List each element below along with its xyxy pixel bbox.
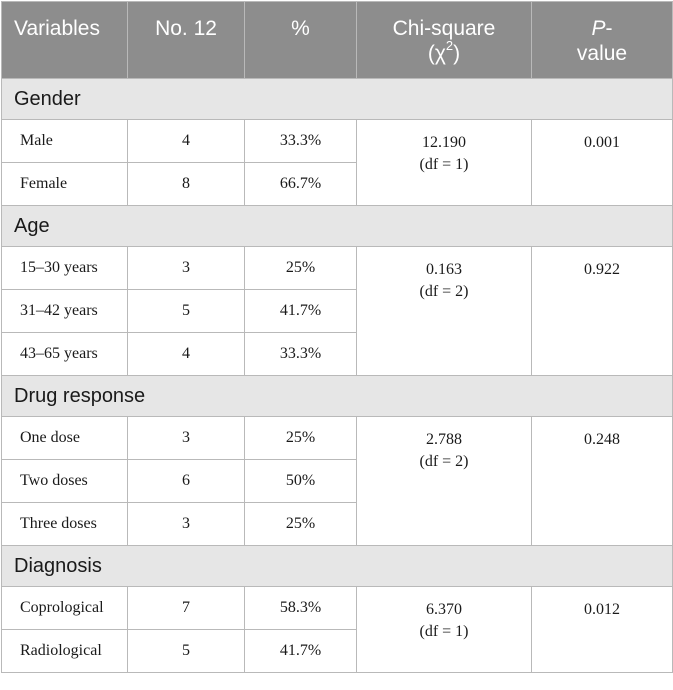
header-chi-close: )	[453, 42, 461, 65]
row-percent: 25%	[244, 246, 357, 290]
table-row: One dose 3 25% 2.788 (df = 2) 0.248	[1, 416, 673, 546]
row-label: Coprological	[1, 586, 128, 630]
section-header-row: Gender	[1, 78, 673, 120]
chi-square-value: 2.788	[426, 431, 462, 448]
row-percent: 33.3%	[244, 332, 357, 376]
row-percent: 50%	[244, 459, 357, 503]
table-row: Female 8 66.7%	[1, 162, 673, 206]
row-count: 5	[127, 629, 245, 673]
section-title: Age	[1, 205, 673, 247]
p-value-cell: 0.922	[531, 246, 673, 376]
degrees-of-freedom: (df = 2)	[419, 453, 469, 470]
chi-square-value: 12.190	[422, 134, 466, 151]
row-percent: 33.3%	[244, 119, 357, 163]
row-label: Radiological	[1, 629, 128, 673]
row-label: Three doses	[1, 502, 128, 546]
header-chi-square: Chi-square (χ2)	[356, 1, 532, 79]
row-count: 3	[127, 416, 245, 460]
table-row: Radiological 5 41.7%	[1, 629, 673, 673]
row-count: 3	[127, 246, 245, 290]
section-header-row: Diagnosis	[1, 545, 673, 587]
row-percent: 58.3%	[244, 586, 357, 630]
row-count: 4	[127, 332, 245, 376]
row-count: 3	[127, 502, 245, 546]
p-value-cell: 0.001	[531, 119, 673, 206]
header-p-dash: -	[605, 17, 613, 40]
row-percent: 41.7%	[244, 289, 357, 333]
degrees-of-freedom: (df = 2)	[419, 283, 469, 300]
row-label: Female	[1, 162, 128, 206]
row-count: 6	[127, 459, 245, 503]
statistics-table: Variables No. 12 % Chi-square (χ2) P- va…	[1, 1, 673, 673]
header-p-letter: P	[591, 17, 606, 40]
section-header-row: Drug response	[1, 375, 673, 417]
degrees-of-freedom: (df = 1)	[419, 156, 469, 173]
chi-square-cell: 0.163 (df = 2)	[356, 246, 532, 376]
chi-square-cell: 6.370 (df = 1)	[356, 586, 532, 673]
row-label: 31–42 years	[1, 289, 128, 333]
chi-square-value: 0.163	[426, 261, 462, 278]
row-percent: 25%	[244, 502, 357, 546]
header-chi-open: (χ	[427, 42, 446, 65]
row-count: 5	[127, 289, 245, 333]
header-p-line2: value	[576, 42, 628, 65]
chi-square-value: 6.370	[426, 601, 462, 618]
row-label: 15–30 years	[1, 246, 128, 290]
header-chi-sup: 2	[445, 38, 454, 53]
table-row: Coprological 7 58.3% 6.370 (df = 1) 0.012	[1, 586, 673, 673]
section-header-row: Age	[1, 205, 673, 247]
row-count: 4	[127, 119, 245, 163]
header-variables: Variables	[1, 1, 128, 79]
row-label: Male	[1, 119, 128, 163]
table-row: Male 4 33.3% 12.190 (df = 1) 0.001	[1, 119, 673, 206]
row-percent: 41.7%	[244, 629, 357, 673]
header-chi-line1: Chi-square	[392, 17, 496, 40]
header-count: No. 12	[127, 1, 245, 79]
row-percent: 66.7%	[244, 162, 357, 206]
p-value-cell: 0.248	[531, 416, 673, 546]
row-label: Two doses	[1, 459, 128, 503]
section-title: Diagnosis	[1, 545, 673, 587]
chi-square-cell: 2.788 (df = 2)	[356, 416, 532, 546]
row-count: 8	[127, 162, 245, 206]
row-percent: 25%	[244, 416, 357, 460]
degrees-of-freedom: (df = 1)	[419, 623, 469, 640]
header-p-value: P- value	[531, 1, 673, 79]
table-row: 31–42 years 5 41.7%	[1, 289, 673, 333]
table-row: Two doses 6 50%	[1, 459, 673, 503]
table-row: Three doses 3 25%	[1, 502, 673, 546]
p-value-cell: 0.012	[531, 586, 673, 673]
section-title: Gender	[1, 78, 673, 120]
row-label: 43–65 years	[1, 332, 128, 376]
row-count: 7	[127, 586, 245, 630]
header-percent: %	[244, 1, 357, 79]
section-title: Drug response	[1, 375, 673, 417]
header-row: Variables No. 12 % Chi-square (χ2) P- va…	[1, 1, 673, 79]
row-label: One dose	[1, 416, 128, 460]
chi-square-cell: 12.190 (df = 1)	[356, 119, 532, 206]
table-row: 15–30 years 3 25% 0.163 (df = 2) 0.922	[1, 246, 673, 376]
